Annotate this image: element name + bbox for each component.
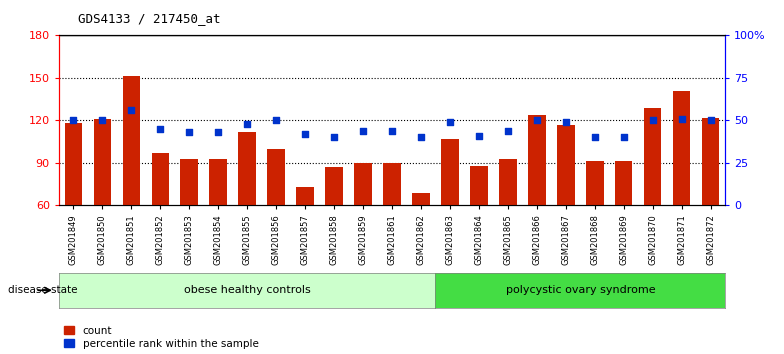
Bar [702,118,720,205]
Point [531,118,543,123]
Point [705,118,717,123]
Point [212,130,224,135]
Bar [586,161,604,205]
Point [299,131,311,137]
Point [676,116,688,121]
Point [560,119,572,125]
Bar [64,123,82,205]
Bar [528,115,546,205]
Point [125,107,137,113]
Point [67,118,79,123]
Text: obese healthy controls: obese healthy controls [183,285,310,295]
Bar [470,166,488,205]
Bar [325,167,343,205]
Point [502,128,514,133]
Point [618,135,630,140]
Bar [122,76,140,205]
Bar [93,119,111,205]
Point [444,119,456,125]
Bar [673,91,691,205]
Point [270,118,282,123]
Bar [180,159,198,205]
Point [328,135,340,140]
Bar [644,108,662,205]
Point [183,130,195,135]
Point [357,128,369,133]
Bar [441,139,459,205]
Point [473,133,485,138]
Point [154,126,166,132]
Bar [209,159,227,205]
Bar [267,149,285,205]
Point [415,135,427,140]
Bar [615,161,633,205]
Text: polycystic ovary syndrome: polycystic ovary syndrome [506,285,655,295]
Bar [557,125,575,205]
Bar [383,163,401,205]
Point [386,128,398,133]
Bar [296,187,314,205]
Text: disease state: disease state [8,285,78,295]
Point [96,118,108,123]
Bar [354,163,372,205]
Point [647,118,659,123]
Point [241,121,253,127]
Bar [151,153,169,205]
Bar [412,193,430,205]
Legend: count, percentile rank within the sample: count, percentile rank within the sample [64,326,259,349]
Bar [499,159,517,205]
Point [589,135,601,140]
Bar [238,132,256,205]
Text: GDS4133 / 217450_at: GDS4133 / 217450_at [78,12,221,25]
